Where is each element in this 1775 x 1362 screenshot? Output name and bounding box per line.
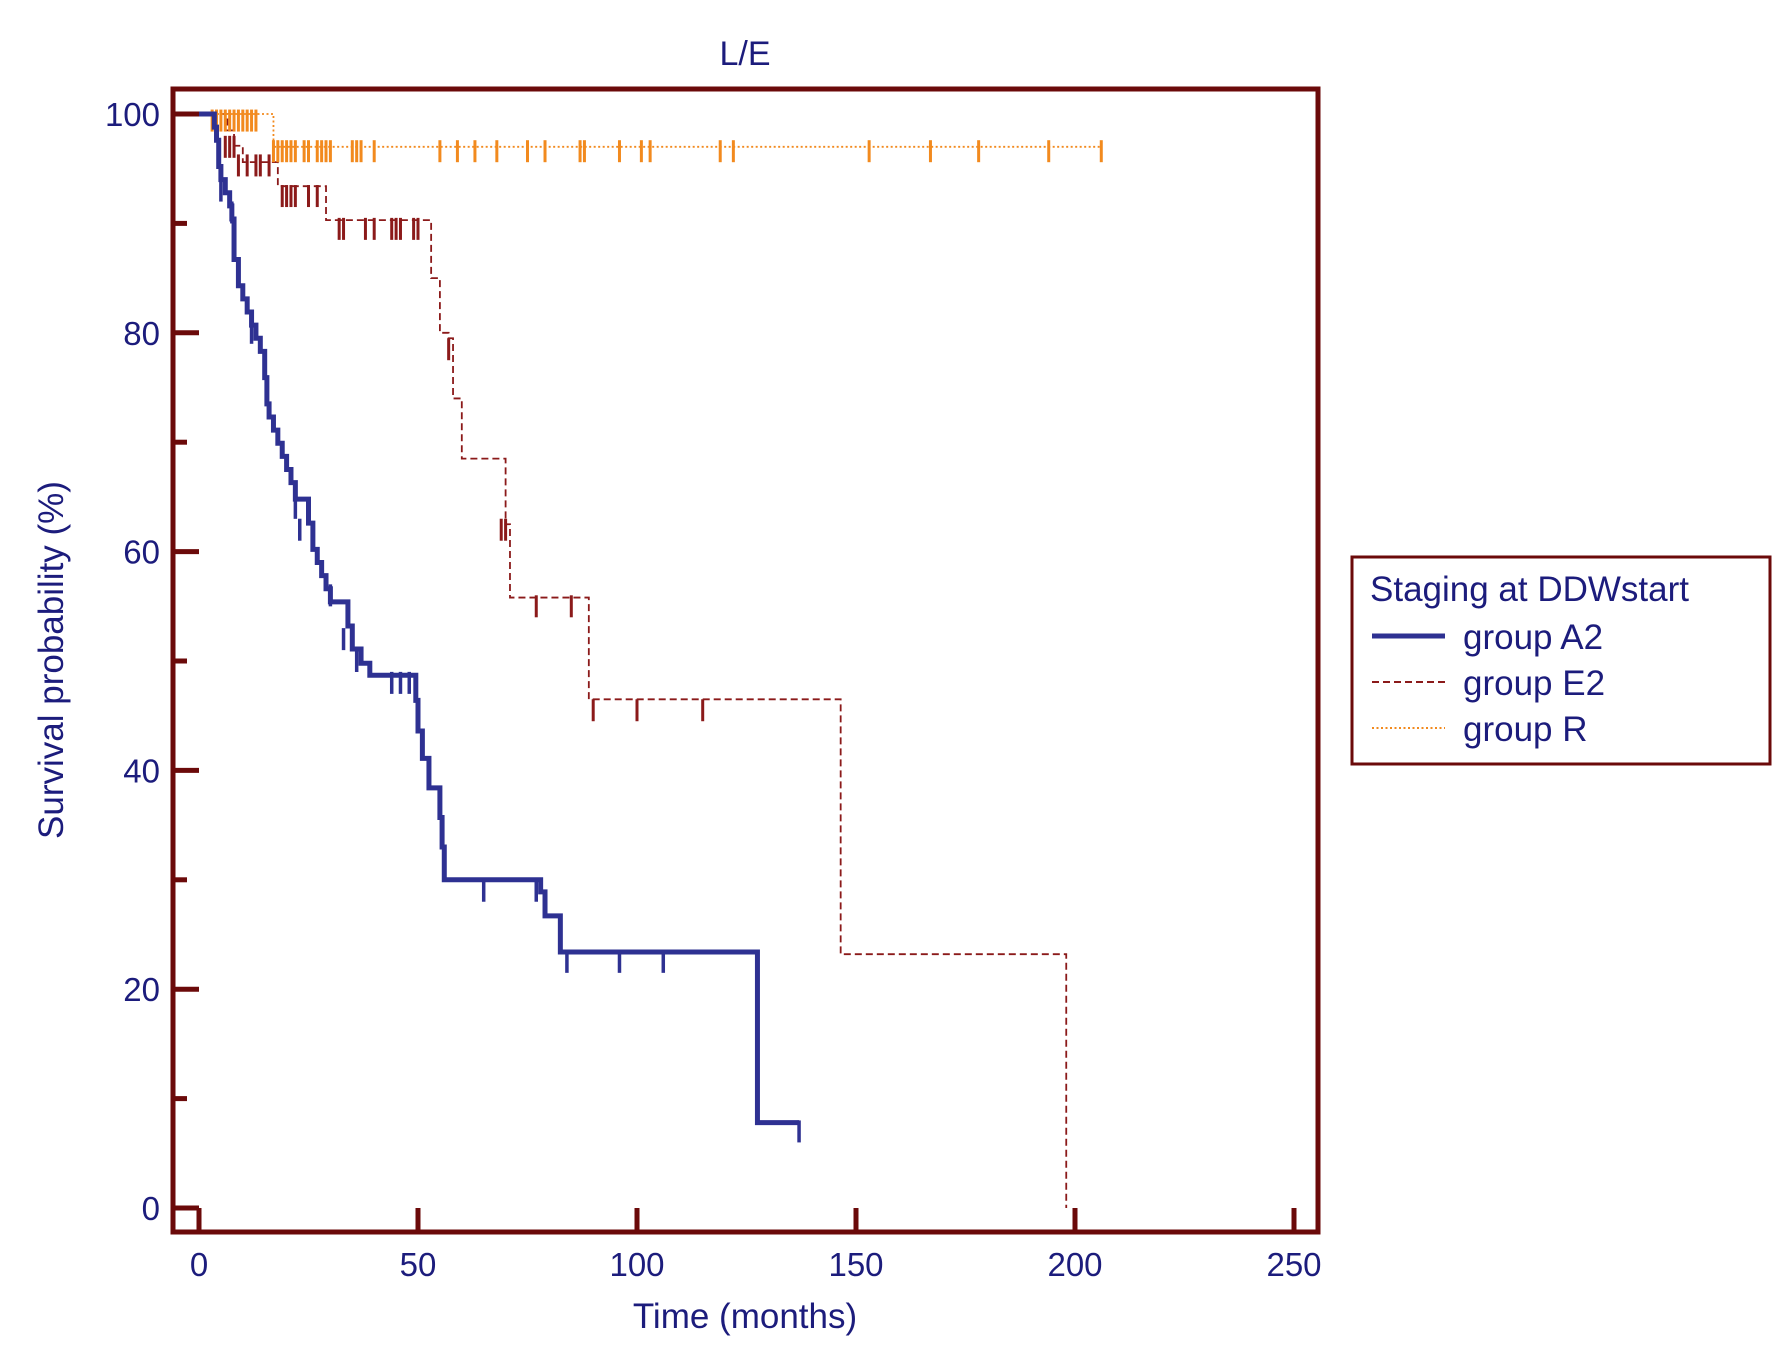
x-tick-label: 50 (400, 1246, 437, 1283)
x-tick-label: 0 (190, 1246, 208, 1283)
series-group-e2 (199, 113, 1068, 1208)
plot-frame (170, 86, 1321, 1235)
legend-label: group A2 (1463, 618, 1603, 657)
legend: Staging at DDWstart group A2 group E2 grou… (1350, 555, 1772, 766)
legend-title: Staging at DDWstart (1370, 570, 1689, 609)
x-axis-title: Time (months) (633, 1297, 857, 1336)
axis-ticks: 0 20 40 60 80 100 0 50 100 150 200 250 (105, 96, 1322, 1283)
chart-title: L/E (719, 35, 770, 73)
legend-label: group R (1463, 710, 1588, 749)
x-tick-label: 200 (1047, 1246, 1102, 1283)
legend-box (1350, 555, 1772, 766)
y-tick-label: 100 (105, 96, 160, 133)
y-tick-label: 0 (142, 1190, 160, 1227)
y-tick-label: 80 (123, 315, 160, 352)
y-tick-label: 40 (123, 752, 160, 789)
x-tick-label: 250 (1266, 1246, 1321, 1283)
x-tick-label: 100 (609, 1246, 664, 1283)
x-tick-label: 150 (828, 1246, 883, 1283)
series-group-a2 (199, 111, 801, 1143)
legend-label: group E2 (1463, 664, 1605, 703)
series-group-r (199, 109, 1103, 163)
survival-curve-line (199, 111, 800, 1126)
series-layer (199, 109, 1103, 1208)
y-axis-title: Survival probability (%) (32, 481, 71, 839)
survival-curve-line (199, 113, 1068, 1208)
y-tick-label: 20 (123, 971, 160, 1008)
y-tick-label: 60 (123, 534, 160, 571)
